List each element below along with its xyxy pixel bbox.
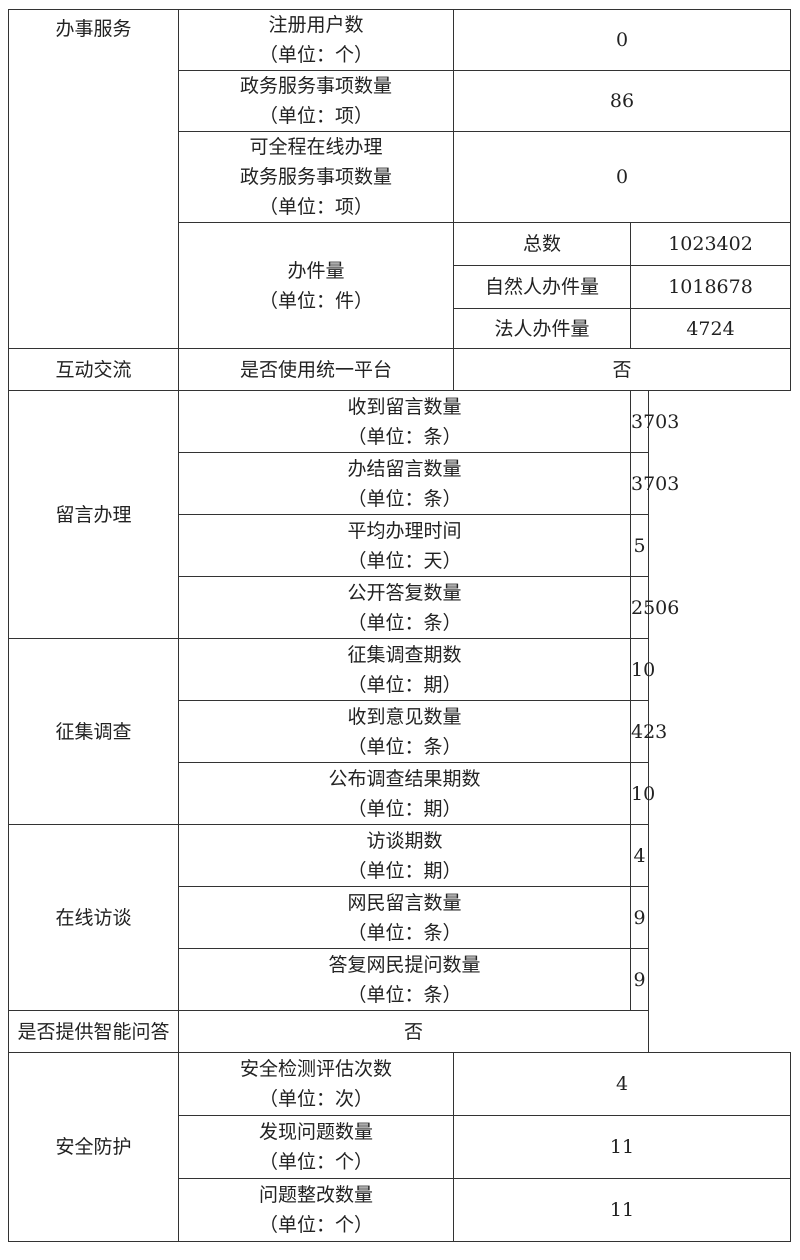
unit: （单位：件） [258,289,373,312]
unit: （单位：条） [347,425,462,448]
value: 否 [178,1010,649,1053]
unit: （单位：天） [347,549,462,572]
row-label: 办件量 （单位：件） [178,222,454,349]
table-row: 平均办理时间 （单位：天） 5 [9,514,791,577]
unit: （单位：项） [258,196,373,218]
sub-label: 自然人办件量 [453,265,631,309]
value: 9 [630,948,649,1011]
value: 9 [630,886,649,949]
label: 公布调查结果期数 [328,767,481,790]
value: 423 [630,700,667,763]
value: 0 [452,9,792,71]
label: 发现问题数量 [258,1121,373,1143]
value: 2506 [630,576,679,639]
value: 4724 [629,308,792,349]
sub-label: 平均办理时间 （单位：天） [178,514,631,577]
label: 征集调查期数 [347,643,462,666]
value: 11 [452,1178,792,1242]
table-row: 公开答复数量 （单位：条） 2506 [9,576,791,639]
sub-label: 网民留言数量 （单位：条） [178,886,631,949]
label: 办件量 [287,259,345,282]
table-row: 在线访谈 访谈期数 （单位：期） 4 [8,824,791,1011]
value: 4 [630,824,649,887]
sub-label: 收到留言数量 （单位：条） [178,390,631,453]
table-row: 答复网民提问数量 （单位：条） 9 [9,948,791,1011]
label: 访谈期数 [366,829,443,852]
section-service: 办事服务 [8,9,179,349]
value: 0 [452,131,792,223]
table-row: 网民留言数量 （单位：条） 9 [9,886,791,949]
value: 1018678 [629,265,792,309]
row-label: 问题整改数量 （单位：个） [178,1178,454,1242]
row-label: 可全程在线办理 政务服务事项数量 （单位：项） [178,131,454,223]
label: 政务服务事项数量 [239,166,392,188]
value: 86 [452,70,792,132]
section-interaction: 互动交流 [8,348,179,391]
value: 5 [630,514,649,577]
sub-label: 法人办件量 [453,308,631,349]
table-row: 公布调查结果期数 （单位：期） 10 [9,762,791,825]
unit: （单位：个） [258,1151,373,1173]
statistics-table: 办事服务 注册用户数 （单位：个） 0 政务服务事项数量 （单位：项） 86 可全程… [8,9,792,1242]
group-label: 征集调查 [8,638,179,825]
sub-label: 收到意见数量 （单位：条） [178,700,631,763]
value: 1023402 [629,222,792,266]
unit: （单位：条） [347,921,462,944]
unit: （单位：个） [258,1214,373,1236]
label: 注册用户数 [268,14,364,36]
row-label: 注册用户数 （单位：个） [178,9,454,71]
unit: （单位：条） [347,487,462,510]
label: 可全程在线办理 [249,136,383,158]
unit: （单位：期） [347,797,462,820]
value: 3703 [630,452,679,515]
value: 10 [630,762,655,825]
group-label: 留言办理 [8,390,179,639]
table-row: 征集调查 征集调查期数 （单位：期） 10 [8,638,791,825]
row-label: 是否使用统一平台 [178,348,454,391]
label: 平均办理时间 [347,519,462,542]
value: 4 [452,1052,792,1116]
sub-label: 访谈期数 （单位：期） [178,824,631,887]
unit: （单位：次） [258,1088,373,1110]
value: 否 [452,348,792,391]
label: 答复网民提问数量 [328,953,481,976]
sub-label: 公布调查结果期数 （单位：期） [178,762,631,825]
label: 收到意见数量 [347,705,462,728]
group-label: 在线访谈 [8,824,179,1011]
label: 网民留言数量 [347,891,462,914]
row-label: 是否提供智能问答 [8,1010,179,1053]
label: 办结留言数量 [347,457,462,480]
sub-label: 办结留言数量 （单位：条） [178,452,631,515]
value: 11 [452,1115,792,1179]
label: 政务服务事项数量 [239,75,392,97]
label: 公开答复数量 [347,581,462,604]
unit: （单位：个） [258,44,373,66]
row-label: 安全检测评估次数 （单位：次） [178,1052,454,1116]
sub-label: 公开答复数量 （单位：条） [178,576,631,639]
label: 问题整改数量 [258,1184,373,1206]
unit: （单位：期） [347,673,462,696]
table-row: 办结留言数量 （单位：条） 3703 [9,452,791,515]
unit: （单位：项） [258,105,373,127]
value: 10 [630,638,655,701]
sub-label: 答复网民提问数量 （单位：条） [178,948,631,1011]
unit: （单位：期） [347,859,462,882]
value: 3703 [630,390,679,453]
unit: （单位：条） [347,735,462,758]
sub-label: 总数 [453,222,631,266]
label: 安全检测评估次数 [239,1058,392,1080]
label: 收到留言数量 [347,395,462,418]
table-row: 留言办理 收到留言数量 （单位：条） 3703 [8,390,791,639]
row-label: 政务服务事项数量 （单位：项） [178,70,454,132]
unit: （单位：条） [347,611,462,634]
sub-label: 征集调查期数 （单位：期） [178,638,631,701]
row-label: 发现问题数量 （单位：个） [178,1115,454,1179]
unit: （单位：条） [347,983,462,1006]
section-security: 安全防护 [8,1052,179,1242]
